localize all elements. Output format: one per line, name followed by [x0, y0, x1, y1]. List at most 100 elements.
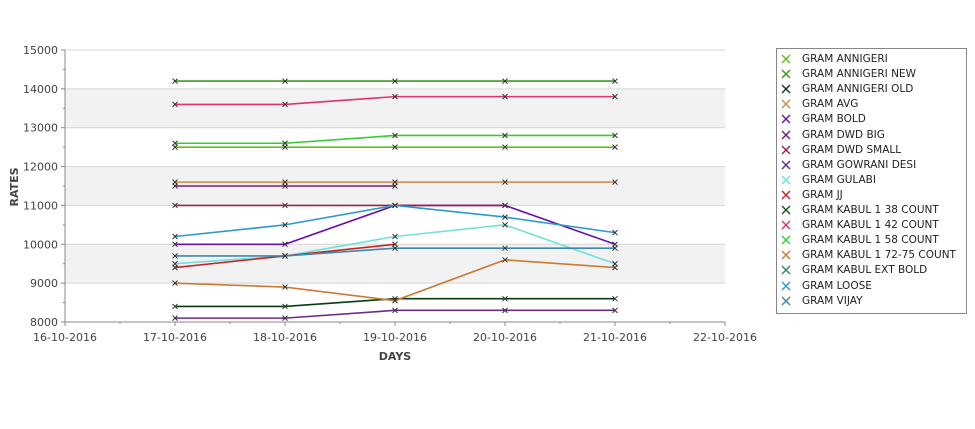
series-group: [172, 78, 618, 321]
x-tick-label: 17-10-2016: [143, 331, 207, 344]
data-point: [392, 78, 398, 84]
legend-marker: [781, 69, 791, 79]
data-point: [392, 93, 398, 100]
legend-marker-stroke: [781, 281, 791, 290]
data-point: [612, 307, 618, 314]
point-mark: [282, 78, 288, 84]
point-mark: [502, 245, 508, 252]
x-tick-labels: 16-10-2016 17-10-2016 18-10-2016 19-10-2016…: [33, 331, 757, 344]
legend-marker: [781, 99, 791, 109]
y-tick-label: 8000: [30, 316, 58, 329]
x-tick-label: 20-10-2016: [473, 331, 537, 344]
point-mark: [502, 295, 508, 302]
data-point: [502, 245, 508, 252]
point-mark: [172, 264, 178, 271]
data-point: [282, 303, 288, 310]
point-mark: [502, 256, 508, 263]
data-point: [172, 140, 178, 147]
series-1: [172, 78, 618, 84]
legend-marker: [781, 220, 791, 230]
point-mark: [282, 241, 288, 248]
legend-marker-stroke: [781, 54, 791, 64]
y-axis-title: RATES: [8, 167, 21, 206]
y-tick-label: 10000: [23, 238, 58, 251]
data-point: [612, 93, 618, 100]
point-mark: [282, 140, 288, 147]
point-mark: [392, 132, 398, 139]
data-point: [282, 284, 288, 290]
grid-band: [65, 88, 725, 128]
data-point: [282, 78, 288, 84]
data-point: [172, 241, 178, 248]
axes: [61, 49, 726, 326]
data-point: [282, 140, 288, 147]
data-point: [392, 297, 398, 304]
x-axis-title: DAYS: [379, 350, 412, 363]
data-point: [172, 264, 178, 271]
point-mark: [172, 253, 178, 259]
legend-item: GRAM LOOSE: [777, 279, 967, 294]
legend-item: GRAM KABUL 1 72-75 COUNT: [777, 248, 967, 263]
series-13: [172, 256, 618, 304]
legend-item: GRAM KABUL 1 38 COUNT: [777, 203, 967, 218]
legend-label: GRAM ANNIGERI: [802, 53, 888, 65]
data-point: [502, 307, 508, 314]
data-point: [172, 233, 178, 240]
series-15: [172, 202, 618, 240]
point-mark: [172, 303, 178, 310]
legend-marker: [781, 190, 791, 200]
data-point: [612, 295, 618, 302]
point-mark: [612, 93, 618, 100]
data-point: [282, 222, 288, 228]
point-mark: [172, 78, 178, 84]
legend-item: GRAM BOLD: [777, 112, 967, 127]
point-mark: [172, 140, 178, 147]
y-tick-label: 12000: [23, 161, 58, 174]
data-point: [502, 78, 508, 84]
data-point: [612, 179, 618, 185]
series-line: [175, 204, 616, 246]
legend-item: GRAM GOWRANI DESI: [777, 158, 967, 173]
legend-marker: [781, 160, 791, 170]
point-mark: [502, 202, 508, 209]
legend-label: GRAM DWD SMALL: [802, 143, 902, 156]
legend-marker-stroke: [781, 175, 791, 185]
legend-marker: [781, 235, 791, 245]
point-mark: [172, 101, 178, 108]
data-point: [502, 179, 508, 185]
data-point: [172, 101, 178, 108]
legend-item: GRAM ANNIGERI: [777, 52, 967, 67]
data-point: [502, 222, 508, 228]
legend-item: GRAM KABUL 1 58 COUNT: [777, 233, 967, 248]
legend-label: GRAM KABUL 1 72-75 COUNT: [802, 249, 956, 262]
legend-marker-stroke: [781, 235, 791, 245]
point-mark: [612, 264, 618, 271]
x-tick-label: 16-10-2016: [33, 331, 97, 344]
point-mark: [392, 93, 398, 100]
x-tick-label: 21-10-2016: [583, 331, 647, 344]
point-mark: [502, 179, 508, 185]
data-point: [282, 253, 288, 259]
point-mark: [612, 179, 618, 185]
point-mark: [172, 280, 178, 286]
point-mark: [392, 183, 398, 189]
legend: GRAM ANNIGERI GRAM ANNIGERI NEW GRAM ANNIG…: [776, 48, 967, 314]
point-mark: [502, 78, 508, 84]
legend-marker-stroke: [781, 114, 791, 124]
legend-item: GRAM KABUL 1 42 COUNT: [777, 218, 967, 233]
series-11: [172, 93, 618, 108]
point-mark: [172, 315, 178, 321]
data-point: [502, 132, 508, 139]
legend-marker: [781, 54, 791, 64]
point-mark: [392, 144, 398, 150]
legend-label: GRAM JJ: [802, 188, 843, 201]
data-point: [612, 132, 618, 139]
legend-label: GRAM KABUL 1 42 COUNT: [802, 219, 939, 232]
legend-marker-stroke: [781, 145, 791, 155]
legend-marker: [781, 296, 791, 306]
legend-item: GRAM ANNIGERI OLD: [777, 82, 967, 97]
point-mark: [282, 315, 288, 321]
legend-marker-stroke: [781, 99, 791, 109]
point-mark: [502, 214, 508, 220]
data-point: [172, 202, 178, 209]
